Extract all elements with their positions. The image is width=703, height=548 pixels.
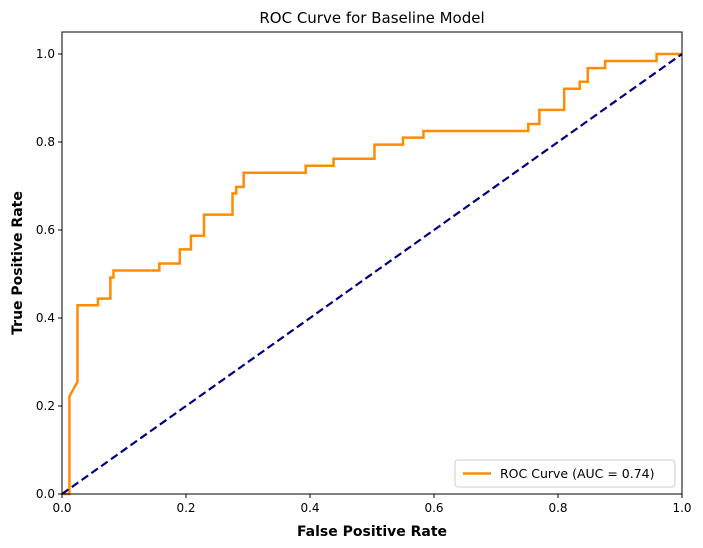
y-axis-ticks: 0.0 0.2 0.4 0.6 0.8 1.0 [36, 47, 62, 501]
x-tick-label: 0.8 [548, 501, 567, 515]
chart-title: ROC Curve for Baseline Model [259, 9, 484, 27]
x-axis-ticks: 0.0 0.2 0.4 0.6 0.8 1.0 [52, 494, 692, 515]
series-layer [61, 52, 683, 496]
legend: ROC Curve (AUC = 0.74) [454, 459, 676, 488]
roc-curve-line [62, 52, 682, 496]
x-tick-label: 0.6 [424, 501, 443, 515]
x-tick-label: 1.0 [672, 501, 691, 515]
y-tick-label: 0.4 [36, 311, 55, 325]
y-tick-label: 0.0 [36, 487, 55, 501]
x-tick-label: 0.4 [300, 501, 319, 515]
legend-label-roc: ROC Curve (AUC = 0.74) [500, 466, 655, 481]
legend-box [454, 459, 676, 488]
x-axis-label: False Positive Rate [297, 524, 447, 540]
plot-area [62, 32, 682, 494]
x-tick-label: 0.0 [52, 501, 71, 515]
y-tick-label: 0.8 [36, 135, 55, 149]
y-tick-label: 0.6 [36, 223, 55, 237]
y-axis-label: True Positive Rate [10, 191, 26, 335]
chance-diagonal-line [61, 53, 683, 495]
plot-frame [61, 31, 683, 495]
x-tick-label: 0.2 [176, 501, 195, 515]
y-tick-label: 0.2 [36, 399, 55, 413]
y-tick-label: 1.0 [36, 47, 55, 61]
